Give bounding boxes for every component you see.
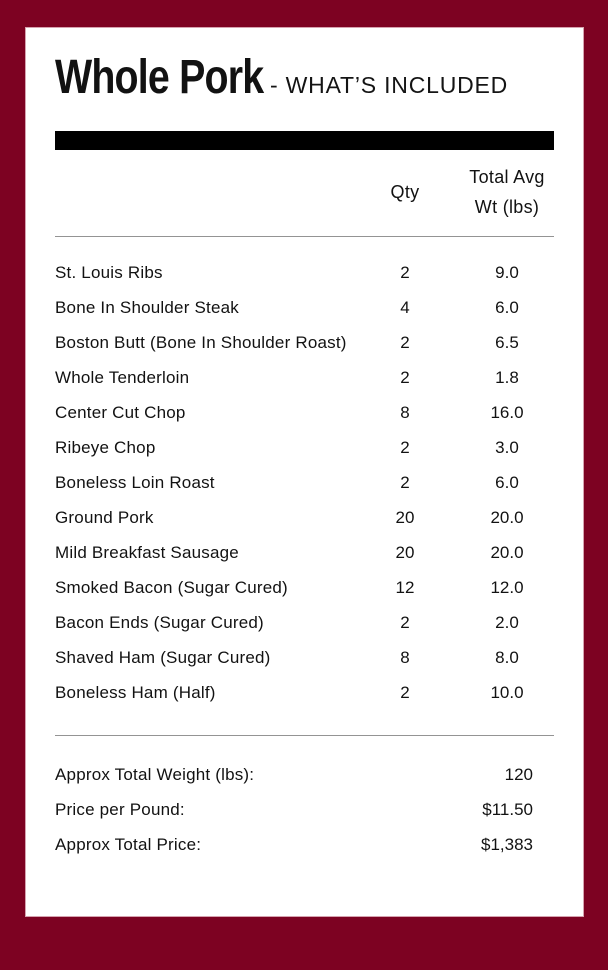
item-weight-cell: 6.0 — [495, 472, 519, 492]
summary-label: Price per Pound: — [55, 799, 185, 819]
summary-row: Approx Total Price: $1,383 — [55, 827, 554, 862]
table-row: Boston Butt (Bone In Shoulder Roast) 2 6… — [55, 325, 554, 360]
item-name-cell: St. Louis Ribs — [55, 262, 163, 282]
item-qty-cell: 2 — [400, 262, 410, 282]
column-header-total-avg-wt-line1: Total Avg — [469, 167, 545, 187]
table-row: Bacon Ends (Sugar Cured) 2 2.0 — [55, 605, 554, 640]
item-name-cell: Smoked Bacon (Sugar Cured) — [55, 577, 288, 597]
item-weight-cell: 6.5 — [495, 332, 519, 352]
summary-label: Approx Total Price: — [55, 834, 202, 854]
item-qty-cell: 2 — [400, 472, 410, 492]
item-qty-cell: 4 — [400, 297, 410, 317]
item-weight-cell: 6.0 — [495, 297, 519, 317]
title-divider-bar — [55, 131, 554, 150]
item-name-cell: Bacon Ends (Sugar Cured) — [55, 612, 264, 632]
summary-row: Approx Total Weight (lbs): 120 — [55, 757, 554, 792]
column-header-qty: Qty — [390, 181, 420, 202]
item-qty-cell: 2 — [400, 682, 410, 702]
table-row: Mild Breakfast Sausage 20 20.0 — [55, 535, 554, 570]
table-row: Ground Pork 20 20.0 — [55, 500, 554, 535]
page-title: Whole Pork — [55, 51, 264, 104]
item-weight-cell: 9.0 — [495, 262, 519, 282]
item-name-cell: Boneless Ham (Half) — [55, 682, 216, 702]
item-weight-cell: 12.0 — [490, 577, 524, 597]
item-qty-cell: 2 — [400, 367, 410, 387]
item-qty-cell: 20 — [395, 507, 415, 527]
summary-row: Price per Pound: $11.50 — [55, 792, 554, 827]
item-name-cell: Bone In Shoulder Steak — [55, 297, 239, 317]
item-name-cell: Ground Pork — [55, 507, 154, 527]
table-row: Center Cut Chop 8 16.0 — [55, 395, 554, 430]
item-weight-cell: 20.0 — [490, 507, 524, 527]
item-qty-cell: 8 — [400, 647, 410, 667]
item-qty-cell: 2 — [400, 437, 410, 457]
item-name-cell: Ribeye Chop — [55, 437, 156, 457]
page-subtitle: - WHAT’S INCLUDED — [270, 72, 509, 98]
item-name-cell: Mild Breakfast Sausage — [55, 542, 239, 562]
summary-section: Approx Total Weight (lbs): 120 Price per… — [55, 736, 554, 862]
item-name-cell: Whole Tenderloin — [55, 367, 190, 387]
table-row: Boneless Ham (Half) 2 10.0 — [55, 675, 554, 710]
whats-included-card: Whole Pork - WHAT’S INCLUDED Qty Total A… — [26, 28, 583, 916]
item-name-cell: Shaved Ham (Sugar Cured) — [55, 647, 271, 667]
summary-value: $1,383 — [481, 834, 533, 854]
item-qty-cell: 20 — [395, 542, 415, 562]
table-row: Whole Tenderloin 2 1.8 — [55, 360, 554, 395]
table-header-row: Qty Total Avg Wt (lbs) — [55, 150, 554, 237]
page: { "header": { "title": "Whole Pork", "su… — [0, 28, 608, 970]
item-weight-cell: 1.8 — [495, 367, 519, 387]
summary-value: 120 — [504, 764, 533, 784]
table-row: Bone In Shoulder Steak 4 6.0 — [55, 290, 554, 325]
item-weight-cell: 8.0 — [495, 647, 519, 667]
item-qty-cell: 12 — [395, 577, 415, 597]
item-weight-cell: 20.0 — [490, 542, 524, 562]
table-body: St. Louis Ribs 2 9.0 Bone In Shoulder St… — [55, 237, 554, 736]
item-weight-cell: 16.0 — [490, 402, 524, 422]
item-qty-cell: 2 — [400, 612, 410, 632]
item-weight-cell: 2.0 — [495, 612, 519, 632]
item-name-cell: Boston Butt (Bone In Shoulder Roast) — [55, 332, 347, 352]
item-weight-cell: 3.0 — [495, 437, 519, 457]
column-header-total-avg-wt: Total Avg Wt (lbs) — [460, 162, 554, 222]
title-row: Whole Pork - WHAT’S INCLUDED — [55, 52, 554, 104]
table-row: Shaved Ham (Sugar Cured) 8 8.0 — [55, 640, 554, 675]
table-row: Boneless Loin Roast 2 6.0 — [55, 465, 554, 500]
item-qty-cell: 8 — [400, 402, 410, 422]
included-items-table: Qty Total Avg Wt (lbs) St. Louis Ribs 2 … — [55, 150, 554, 862]
summary-label: Approx Total Weight (lbs): — [55, 764, 255, 784]
item-qty-cell: 2 — [400, 332, 410, 352]
page-title-text: Whole Pork — [55, 51, 264, 104]
summary-value: $11.50 — [482, 799, 533, 819]
table-row: St. Louis Ribs 2 9.0 — [55, 255, 554, 290]
item-name-cell: Boneless Loin Roast — [55, 472, 215, 492]
column-header-total-avg-wt-line2: Wt (lbs) — [474, 197, 540, 217]
item-weight-cell: 10.0 — [490, 682, 524, 702]
item-name-cell: Center Cut Chop — [55, 402, 186, 422]
table-row: Smoked Bacon (Sugar Cured) 12 12.0 — [55, 570, 554, 605]
table-row: Ribeye Chop 2 3.0 — [55, 430, 554, 465]
